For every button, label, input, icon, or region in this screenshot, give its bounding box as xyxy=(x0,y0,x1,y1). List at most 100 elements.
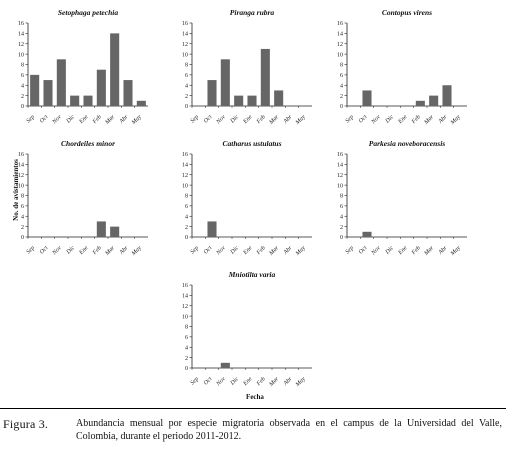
x-tick-label: Nov xyxy=(51,245,63,257)
x-tick-label: Abr xyxy=(437,114,449,126)
y-tick-label: 10 xyxy=(337,183,343,189)
y-tick-label: 12 xyxy=(182,42,188,48)
x-tick-label: Dic xyxy=(65,245,76,256)
x-tick-label: Sep xyxy=(190,376,200,386)
y-tick-label: 16 xyxy=(337,21,343,27)
x-tick-label: Nov xyxy=(215,376,227,388)
y-tick-label: 14 xyxy=(18,32,24,38)
y-tick-label: 10 xyxy=(182,314,188,320)
x-tick-label: Dic xyxy=(65,114,76,125)
x-tick-label: Dic xyxy=(229,245,240,256)
y-tick-label: 12 xyxy=(182,173,188,179)
x-tick-label: Abr xyxy=(118,245,130,257)
x-tick-label: Dic xyxy=(229,114,240,125)
y-tick-label: 16 xyxy=(182,283,188,289)
x-tick-label: Nov xyxy=(370,245,382,257)
y-tick-label: 8 xyxy=(185,194,188,200)
y-tick-label: 6 xyxy=(21,204,24,210)
x-tick-label: May xyxy=(294,376,307,389)
y-tick-label: 0 xyxy=(185,366,188,372)
bar xyxy=(56,59,66,106)
y-tick-label: 14 xyxy=(337,163,343,169)
x-tick-label: Oct xyxy=(203,114,214,125)
y-tick-label: 12 xyxy=(18,173,24,179)
y-tick-label: 14 xyxy=(337,32,343,38)
y-tick-label: 12 xyxy=(337,173,343,179)
y-tick-label: 4 xyxy=(340,214,343,220)
y-tick-label: 16 xyxy=(18,152,24,158)
bar xyxy=(207,80,217,106)
y-tick-label: 4 xyxy=(21,83,24,89)
x-tick-label: Mar xyxy=(104,114,117,127)
y-tick-label: 0 xyxy=(340,235,343,241)
y-tick-label: 16 xyxy=(182,21,188,27)
x-tick-label: Mar xyxy=(423,114,436,127)
y-tick-label: 0 xyxy=(21,235,24,241)
x-tick-label: Sep xyxy=(26,114,36,124)
y-tick-label: 8 xyxy=(21,194,24,200)
bar xyxy=(110,33,120,106)
y-tick-label: 0 xyxy=(340,104,343,110)
x-tick-label: Dic xyxy=(229,376,240,387)
bar xyxy=(260,48,270,106)
y-tick-label: 10 xyxy=(18,183,24,189)
bar xyxy=(70,95,80,106)
y-tick-label: 4 xyxy=(21,214,24,220)
x-tick-label: Mar xyxy=(268,376,281,389)
y-tick-label: 2 xyxy=(185,225,188,231)
panel-title: Catharus ustulatus xyxy=(223,139,282,148)
x-tick-label: Abr xyxy=(282,376,294,388)
figure-panel-grid: Setophaga petechia 0 2 4 6 8 10 12 14 16 Sep Oct Nov… xyxy=(12,8,467,401)
x-tick-label: Ene xyxy=(397,245,409,257)
bar xyxy=(83,95,93,106)
caption-text: Abundancia mensual por especie migratori… xyxy=(76,418,502,442)
x-tick-label: Oct xyxy=(203,245,214,256)
bar xyxy=(274,90,284,106)
bar xyxy=(123,80,133,106)
x-tick-label: Abr xyxy=(282,114,294,126)
y-tick-label: 14 xyxy=(182,294,188,300)
bar xyxy=(442,85,452,106)
x-tick-label: May xyxy=(130,245,143,258)
x-tick-label: May xyxy=(449,245,462,258)
x-tick-label: Mar xyxy=(104,245,117,258)
x-tick-label: Feb xyxy=(410,114,422,126)
x-tick-label: Abr xyxy=(437,245,449,257)
y-tick-label: 16 xyxy=(182,152,188,158)
y-tick-label: 0 xyxy=(185,235,188,241)
bar xyxy=(415,100,425,106)
x-tick-label: May xyxy=(130,114,143,127)
bar xyxy=(220,362,230,368)
x-tick-label: Oct xyxy=(39,245,50,256)
x-tick-label: May xyxy=(294,114,307,127)
y-tick-label: 6 xyxy=(340,73,343,79)
y-tick-label: 10 xyxy=(337,52,343,58)
x-tick-label: Nov xyxy=(215,245,227,257)
y-tick-label: 2 xyxy=(185,94,188,100)
y-tick-label: 2 xyxy=(21,225,24,231)
y-tick-label: 16 xyxy=(337,152,343,158)
x-tick-label: Feb xyxy=(255,376,267,388)
bar xyxy=(110,226,120,237)
x-tick-label: Ene xyxy=(78,114,90,126)
y-tick-label: 10 xyxy=(18,52,24,58)
x-tick-label: Sep xyxy=(345,114,355,124)
x-tick-label: Sep xyxy=(26,245,36,255)
y-tick-label: 8 xyxy=(340,63,343,69)
y-tick-label: 4 xyxy=(185,83,188,89)
y-tick-label: 16 xyxy=(18,21,24,27)
y-tick-label: 0 xyxy=(185,104,188,110)
y-tick-label: 8 xyxy=(21,63,24,69)
x-tick-label: Feb xyxy=(91,114,103,126)
x-tick-label: Ene xyxy=(78,245,90,257)
x-tick-label: Abr xyxy=(282,245,294,257)
y-tick-label: 10 xyxy=(182,52,188,58)
bar xyxy=(429,95,439,106)
y-tick-label: 14 xyxy=(182,163,188,169)
y-tick-label: 2 xyxy=(340,94,343,100)
bar xyxy=(30,74,40,106)
bar xyxy=(247,95,257,106)
x-tick-label: Dic xyxy=(384,114,395,125)
bar xyxy=(234,95,244,106)
